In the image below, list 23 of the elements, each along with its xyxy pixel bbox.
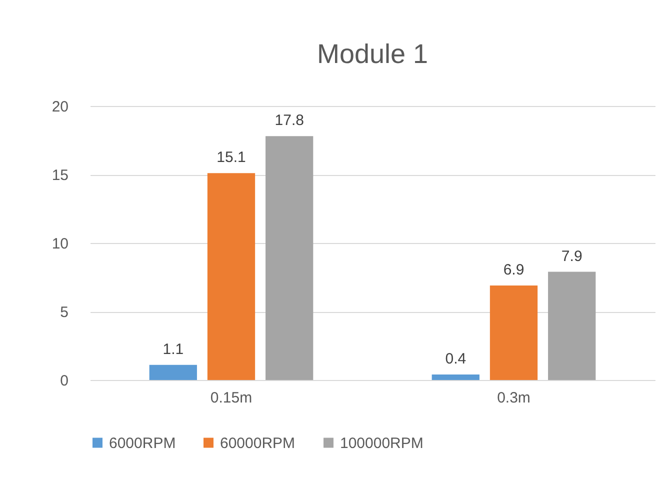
data-label: 0.4 xyxy=(445,350,466,368)
data-label: 15.1 xyxy=(216,149,246,166)
y-tick-label: 15 xyxy=(52,167,68,184)
bar xyxy=(266,136,314,380)
data-label: 7.9 xyxy=(561,248,582,265)
legend-label: 100000RPM xyxy=(340,434,424,452)
bar xyxy=(207,173,256,380)
data-label: 6.9 xyxy=(503,261,524,278)
bar xyxy=(432,374,480,380)
data-label: 17.8 xyxy=(274,112,304,130)
bar xyxy=(548,272,596,380)
y-tick-label: 0 xyxy=(60,372,68,390)
y-tick-label: 10 xyxy=(52,236,68,252)
bar xyxy=(149,364,197,380)
legend-label: 6000RPM xyxy=(109,434,176,452)
chart-title: Module 1 xyxy=(316,39,428,69)
legend-label: 60000RPM xyxy=(220,434,296,452)
x-tick-label: 0.3m xyxy=(497,390,530,406)
y-tick-label: 5 xyxy=(60,304,68,321)
data-label: 1.1 xyxy=(162,340,184,358)
y-tick-label: 20 xyxy=(52,98,68,116)
bar xyxy=(490,285,538,380)
x-tick-label: 0.15m xyxy=(210,390,252,406)
